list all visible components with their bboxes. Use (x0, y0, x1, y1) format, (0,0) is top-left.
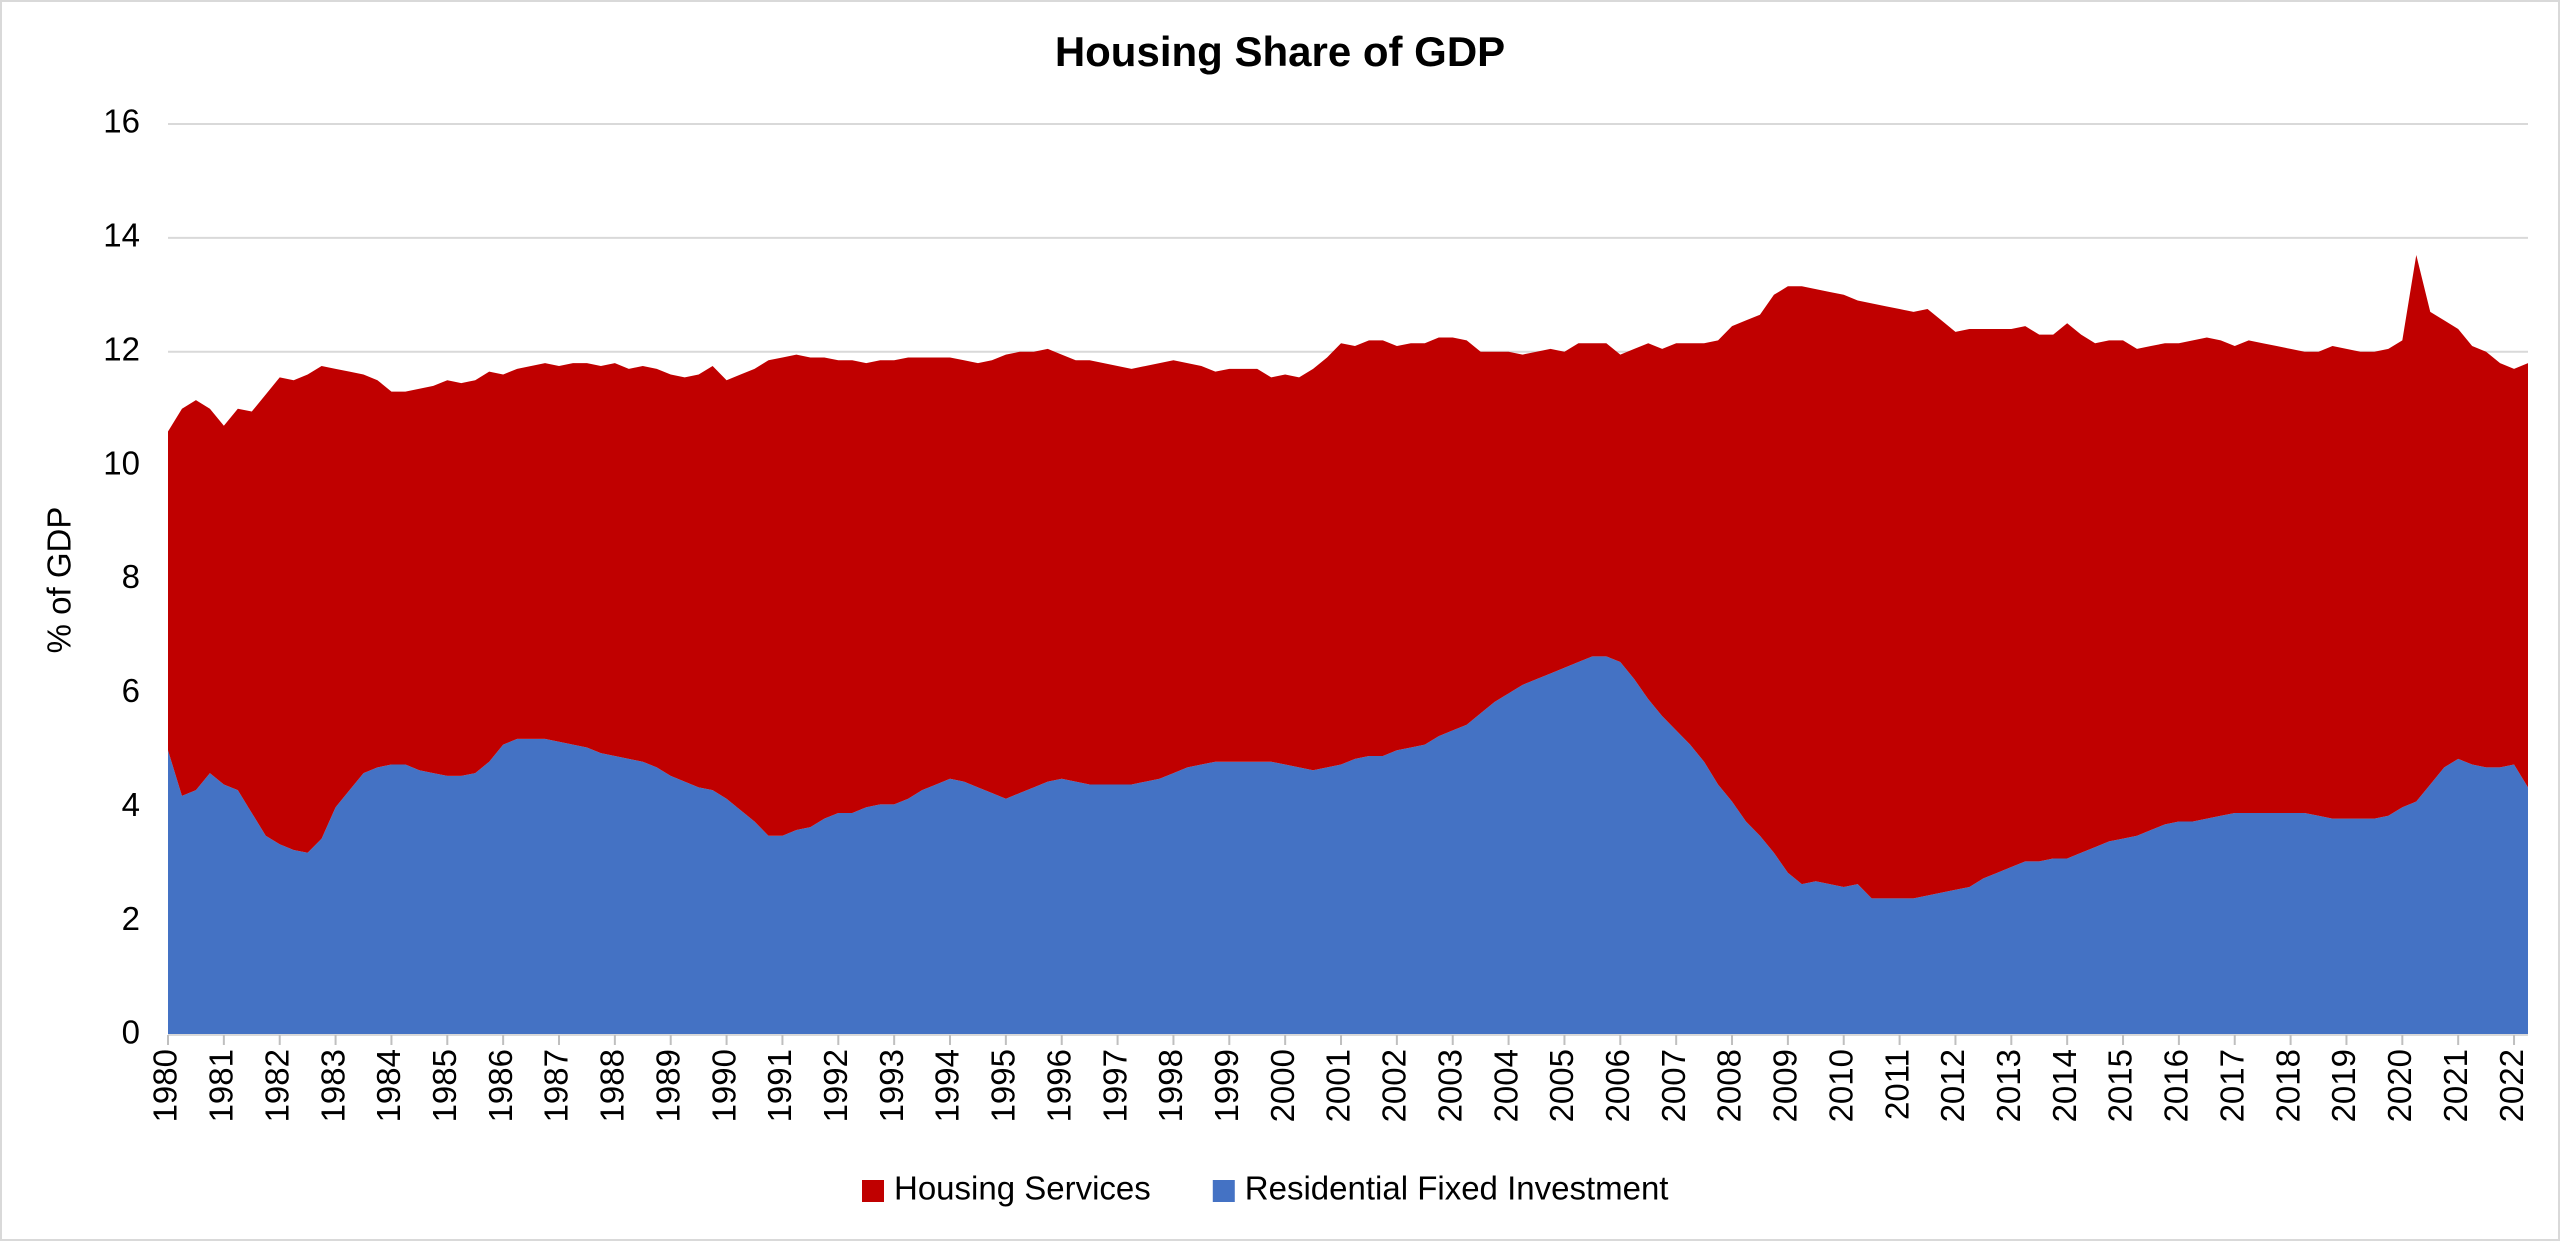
x-tick-label: 1981 (203, 1049, 240, 1122)
y-tick-label: 8 (122, 558, 140, 595)
x-tick-label: 2000 (1264, 1049, 1301, 1122)
y-tick-label: 4 (122, 786, 140, 823)
y-tick-label: 10 (103, 444, 140, 481)
x-tick-label: 1984 (370, 1049, 407, 1122)
legend-swatch (862, 1180, 884, 1202)
x-tick-label: 1988 (594, 1049, 631, 1122)
y-tick-label: 2 (122, 900, 140, 937)
x-tick-label: 1993 (873, 1049, 910, 1122)
x-tick-label: 1994 (929, 1049, 966, 1122)
legend-swatch (1212, 1180, 1235, 1202)
x-tick-label: 2007 (1655, 1049, 1692, 1122)
x-tick-label: 1998 (1152, 1049, 1189, 1122)
x-tick-label: 2001 (1320, 1049, 1357, 1122)
legend-label: Housing Services (894, 1170, 1151, 1207)
x-tick-label: 2009 (1767, 1049, 1804, 1122)
legend-label: Residential Fixed Investment (1245, 1170, 1669, 1207)
x-tick-label: 2011 (1878, 1049, 1915, 1120)
x-tick-label: 2014 (2046, 1049, 2083, 1122)
x-tick-label: 1999 (1208, 1049, 1245, 1122)
x-tick-label: 1995 (985, 1049, 1022, 1122)
x-tick-label: 1982 (258, 1049, 295, 1122)
y-tick-label: 0 (122, 1014, 140, 1051)
y-tick-label: 12 (103, 330, 140, 367)
x-tick-label: 2019 (2325, 1049, 2362, 1122)
y-tick-label: 6 (122, 672, 140, 709)
x-tick-label: 2003 (1431, 1049, 1468, 1122)
x-tick-label: 2002 (1376, 1049, 1413, 1122)
x-tick-label: 1997 (1096, 1049, 1133, 1122)
x-tick-label: 1986 (482, 1049, 519, 1122)
x-tick-label: 2020 (2381, 1049, 2418, 1122)
area (168, 656, 2528, 1035)
x-tick-label: 1980 (147, 1049, 184, 1122)
x-tick-label: 2018 (2269, 1049, 2306, 1122)
x-tick-label: 2006 (1599, 1049, 1636, 1122)
area (168, 254, 2528, 899)
x-tick-label: 2008 (1711, 1049, 1748, 1122)
x-tick-label: 2022 (2493, 1049, 2530, 1122)
x-tick-label: 2015 (2102, 1049, 2139, 1122)
x-tick-label: 1989 (649, 1049, 686, 1122)
x-tick-label: 1987 (538, 1049, 575, 1122)
x-tick-label: 2021 (2437, 1049, 2474, 1122)
chart-title: Housing Share of GDP (1055, 28, 1505, 75)
x-tick-label: 2013 (1990, 1049, 2027, 1122)
x-tick-label: 1985 (426, 1049, 463, 1122)
x-tick-label: 2005 (1543, 1049, 1580, 1122)
y-tick-label: 14 (103, 217, 140, 254)
x-tick-label: 2017 (2213, 1049, 2250, 1122)
x-tick-label: 2010 (1822, 1049, 1859, 1122)
x-tick-label: 2016 (2158, 1049, 2195, 1122)
x-tick-label: 2004 (1487, 1049, 1524, 1122)
x-tick-label: 1983 (314, 1049, 351, 1122)
x-tick-label: 1990 (705, 1049, 742, 1122)
y-tick-label: 16 (103, 103, 140, 140)
x-tick-label: 1996 (1040, 1049, 1077, 1122)
x-tick-label: 2012 (1934, 1049, 1971, 1122)
y-axis-label: % of GDP (41, 507, 78, 654)
x-tick-label: 1991 (761, 1049, 798, 1122)
x-tick-label: 1992 (817, 1049, 854, 1122)
